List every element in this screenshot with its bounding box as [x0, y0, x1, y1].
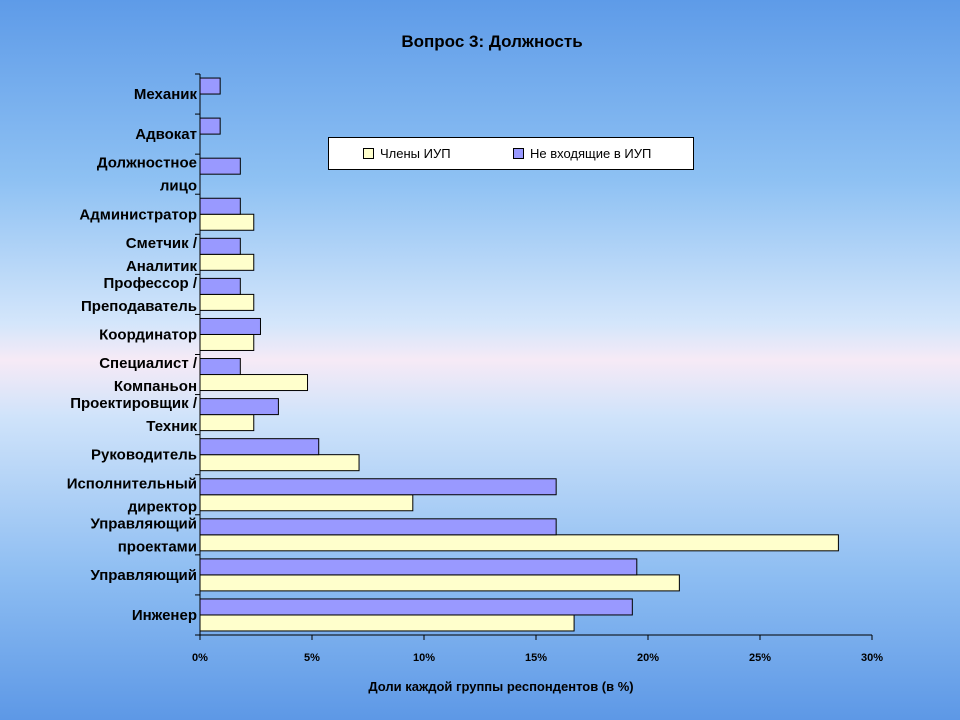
x-tick-label: 0% [192, 652, 208, 664]
bar-non-members-7 [199, 317, 261, 335]
category-label-11: Должностное лицо [97, 155, 197, 195]
legend-label-non-members: Не входящие в ИУП [530, 146, 652, 161]
legend-item-members: Члены ИУП [363, 146, 451, 161]
bar-non-members-8 [199, 277, 241, 295]
x-tick-label: 15% [525, 652, 547, 664]
legend-swatch-non-members [513, 148, 524, 159]
category-label-2: Управляющий проектами [90, 515, 197, 555]
bar-non-members-13 [199, 77, 221, 95]
category-label-1: Управляющий [90, 567, 197, 584]
x-axis-label: Доли каждой группы респондентов (в %) [368, 679, 633, 694]
bar-non-members-5 [199, 398, 279, 416]
bar-members-10 [199, 213, 255, 231]
bar-members-1 [199, 574, 680, 592]
bar-non-members-2 [199, 518, 557, 536]
bar-members-2 [199, 534, 839, 552]
x-tick-label: 10% [413, 652, 435, 664]
x-tick-labels: 0% 5% 10% 15% 20% 25% 30% [192, 652, 883, 664]
category-label-13: Механик [134, 86, 198, 103]
bar-members-5 [199, 414, 255, 432]
category-label-6: Специалист / Компаньон [99, 355, 198, 395]
bar-members-3 [199, 494, 414, 512]
bar-members-7 [199, 333, 255, 351]
legend-item-non-members: Не входящие в ИУП [513, 146, 651, 161]
category-label-0: Инженер [132, 607, 197, 624]
bar-members-0 [199, 614, 575, 632]
x-tick-label: 5% [304, 652, 320, 664]
x-tick-label: 25% [749, 652, 771, 664]
bar-non-members-10 [199, 197, 241, 215]
x-tick-label: 20% [637, 652, 659, 664]
bar-non-members-6 [199, 358, 241, 376]
legend-swatch-members [363, 148, 374, 159]
category-label-3: Исполнительный директор [67, 475, 197, 515]
category-label-12: Адвокат [135, 126, 197, 143]
category-label-10: Администратор [79, 206, 197, 223]
bar-non-members-0 [199, 598, 633, 616]
bar-non-members-4 [199, 438, 320, 456]
bar-non-members-9 [199, 237, 241, 255]
bar-members-6 [199, 374, 309, 392]
bar-non-members-1 [199, 558, 638, 576]
bar-members-9 [199, 253, 255, 271]
bar-members-8 [199, 293, 255, 311]
axes-group [195, 73, 873, 640]
bar-non-members-12 [199, 117, 221, 135]
category-label-4: Руководитель [91, 447, 197, 464]
chart-title: Вопрос 3: Должность [401, 32, 582, 51]
legend: Члены ИУП Не входящие в ИУП [328, 137, 694, 170]
bar-non-members-11 [199, 157, 241, 175]
category-label-8: Профессор / Преподаватель [81, 275, 198, 315]
category-label-7: Координатор [99, 326, 197, 343]
category-labels: Инженер Управляющий Управляющий проектамиИс… [67, 86, 198, 624]
bar-non-members-3 [199, 478, 557, 496]
bar-members-4 [199, 454, 360, 472]
legend-label-members: Члены ИУП [380, 146, 451, 161]
category-label-9: Сметчик / Аналитик [126, 235, 198, 275]
x-tick-label: 30% [861, 652, 883, 664]
category-label-5: Проектировщик / Техник [70, 395, 198, 435]
